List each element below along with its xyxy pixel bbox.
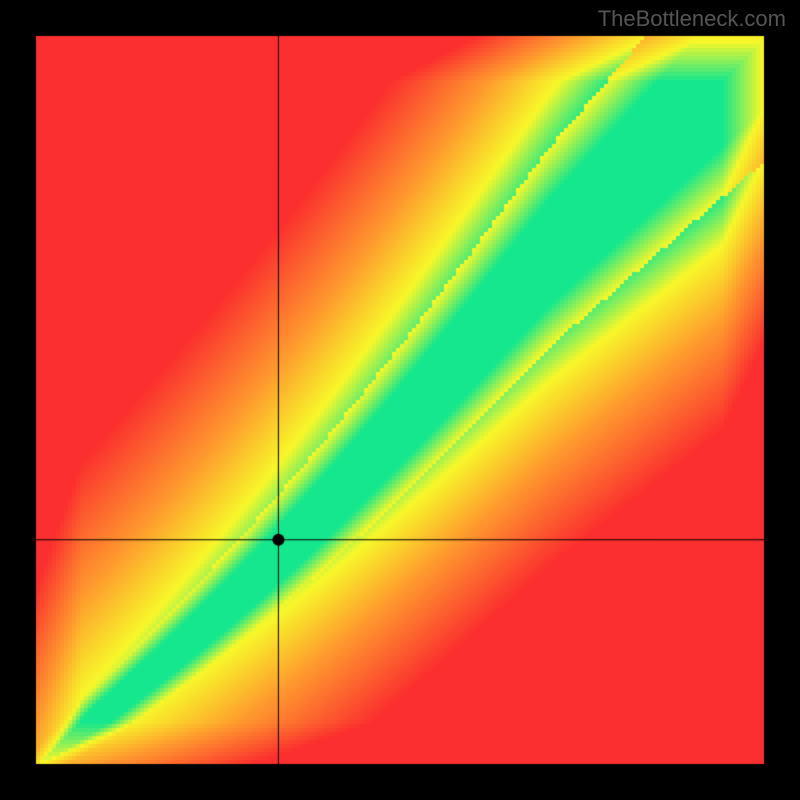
chart-container: TheBottleneck.com xyxy=(0,0,800,800)
heatmap-canvas xyxy=(0,0,800,800)
watermark-text: TheBottleneck.com xyxy=(598,6,786,32)
